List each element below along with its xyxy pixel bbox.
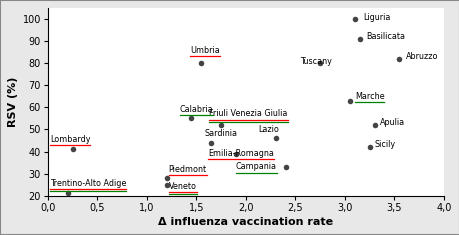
Text: Abruzzo: Abruzzo bbox=[405, 52, 438, 61]
Text: Sicily: Sicily bbox=[374, 140, 395, 149]
Text: Sardinia: Sardinia bbox=[204, 129, 237, 138]
Text: Campania: Campania bbox=[235, 162, 276, 171]
Text: Lazio: Lazio bbox=[257, 125, 278, 134]
X-axis label: Δ influenza vaccination rate: Δ influenza vaccination rate bbox=[158, 217, 333, 227]
Text: Umbria: Umbria bbox=[190, 46, 220, 55]
Text: Marche: Marche bbox=[354, 92, 384, 101]
Text: Liguria: Liguria bbox=[362, 12, 389, 22]
Text: Piedmont: Piedmont bbox=[168, 164, 207, 173]
Text: Apulia: Apulia bbox=[379, 118, 404, 127]
Text: Trentino-Alto Adige: Trentino-Alto Adige bbox=[50, 179, 126, 188]
Text: Veneto: Veneto bbox=[168, 182, 196, 191]
Text: Calabria: Calabria bbox=[179, 105, 213, 114]
Text: Tuscany: Tuscany bbox=[300, 57, 331, 66]
Y-axis label: RSV (%): RSV (%) bbox=[8, 77, 18, 127]
Text: Lombardy: Lombardy bbox=[50, 135, 90, 144]
Text: Friuli Venezia Giulia: Friuli Venezia Giulia bbox=[209, 110, 287, 118]
Text: Emilia-Romagna: Emilia-Romagna bbox=[208, 149, 274, 158]
Text: Basilicata: Basilicata bbox=[366, 32, 405, 41]
